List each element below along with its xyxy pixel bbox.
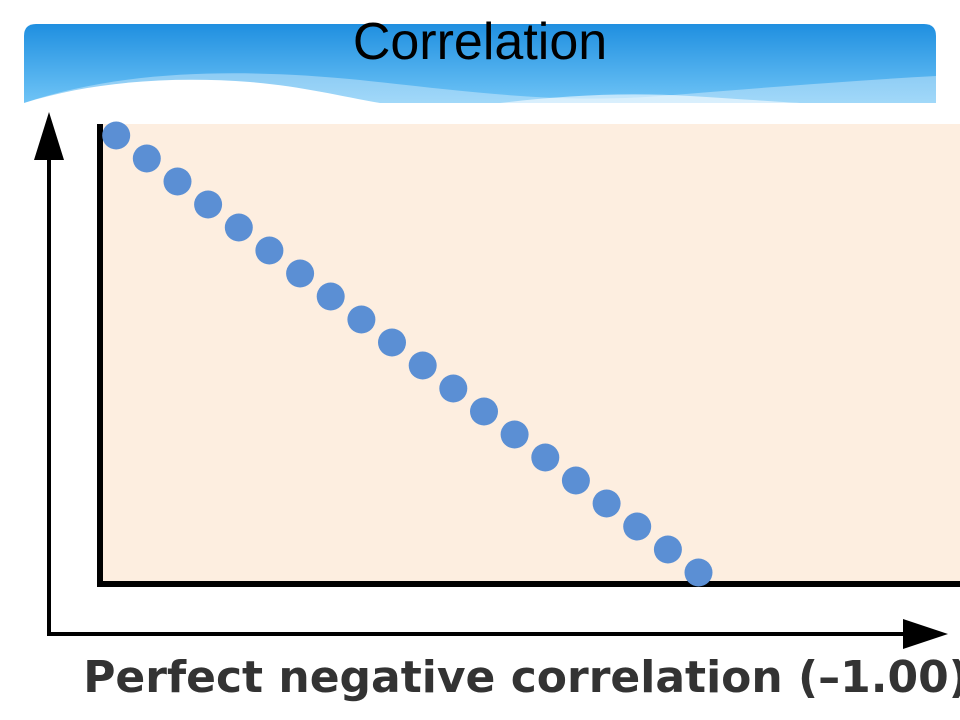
scatter-point <box>531 443 560 472</box>
scatter-point <box>684 558 713 587</box>
y-axis-arrowhead <box>34 112 64 160</box>
scatter-point <box>408 351 437 380</box>
scatter-point <box>286 259 315 288</box>
scatter-point <box>500 420 529 449</box>
scatter-point <box>439 374 468 403</box>
x-axis-arrowhead <box>903 619 948 649</box>
chart-caption: Perfect negative correlation (–1.00) <box>83 652 960 703</box>
scatter-point <box>163 167 192 196</box>
scatter-point <box>102 121 131 150</box>
scatter-point <box>653 535 682 564</box>
plot-area <box>100 124 960 584</box>
scatter-point <box>132 144 161 173</box>
scatter-point <box>347 305 376 334</box>
scatter-point <box>378 328 406 357</box>
scatter-points <box>102 121 713 587</box>
scatter-point <box>561 466 590 495</box>
scatter-point <box>194 190 223 219</box>
title-banner <box>24 24 936 103</box>
slide-title: Correlation <box>352 13 608 71</box>
scatter-point <box>316 282 345 311</box>
scatter-point <box>470 397 498 426</box>
scatter-point <box>224 213 253 242</box>
scatter-point <box>592 489 621 518</box>
scatter-point <box>623 512 652 541</box>
scatter-point <box>255 236 284 265</box>
